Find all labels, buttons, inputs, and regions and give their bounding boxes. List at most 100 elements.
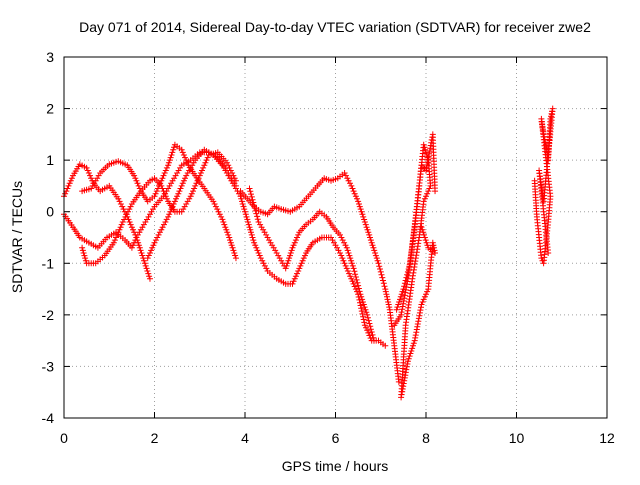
x-tick-label: 0 (60, 430, 68, 446)
data-point (211, 201, 218, 207)
data-point (180, 177, 187, 184)
data-point (430, 244, 437, 251)
data-point (380, 280, 387, 287)
data-point (249, 234, 256, 241)
data-point (158, 182, 165, 189)
data-point (68, 175, 75, 182)
chart-title: Day 071 of 2014, Sidereal Day-to-day VTE… (79, 19, 591, 35)
data-point (541, 133, 548, 140)
data-point (342, 172, 349, 179)
data-point (191, 185, 198, 192)
data-point (362, 221, 369, 228)
data-point (168, 152, 175, 158)
data-point (251, 202, 257, 209)
data-point (426, 185, 433, 192)
data-point (356, 288, 363, 295)
data-point (355, 198, 362, 205)
data-point (162, 219, 169, 225)
data-point (419, 299, 426, 305)
data-point (155, 231, 162, 238)
data-point (352, 193, 359, 200)
data-point (248, 231, 255, 238)
data-point (432, 188, 439, 195)
data-point (384, 296, 391, 303)
data-point (359, 310, 366, 317)
data-point (167, 208, 174, 215)
data-point (343, 265, 350, 272)
data-point (376, 263, 383, 270)
data-point (417, 307, 424, 314)
data-point (251, 205, 258, 212)
data-point (173, 195, 179, 202)
data-point (146, 273, 153, 280)
data-point (165, 162, 172, 169)
data-point (178, 146, 185, 153)
data-point (178, 182, 185, 189)
data-point (352, 274, 359, 280)
data-point (288, 247, 295, 254)
data-point (357, 206, 364, 213)
data-point (294, 234, 300, 241)
y-tick-label: 1 (46, 152, 54, 168)
data-point (340, 257, 347, 264)
data-point (357, 299, 363, 306)
data-point (147, 250, 153, 256)
data-point (202, 159, 209, 166)
data-point (292, 273, 299, 280)
data-point (357, 302, 364, 309)
data-point (159, 185, 166, 192)
data-point (188, 190, 195, 197)
data-point (144, 268, 151, 274)
data-point (360, 313, 367, 320)
data-point (177, 185, 184, 192)
data-point (350, 265, 357, 272)
data-point (339, 255, 346, 262)
data-point (358, 305, 365, 312)
x-tick-label: 4 (241, 430, 249, 446)
data-point (131, 229, 138, 236)
data-point (294, 270, 300, 277)
data-point (346, 270, 353, 277)
data-point (367, 323, 374, 330)
data-point (404, 358, 411, 365)
data-point (365, 229, 372, 236)
data-point (170, 201, 177, 207)
data-point (232, 255, 239, 262)
series-arc-2 (79, 141, 239, 262)
y-tick-label: -1 (42, 255, 55, 271)
data-point (62, 190, 69, 197)
data-point (350, 188, 357, 195)
data-point (395, 378, 402, 385)
data-point (396, 299, 403, 305)
data-point (363, 224, 370, 231)
series-arc-10 (531, 105, 556, 267)
data-point (377, 268, 384, 275)
data-point (79, 244, 86, 251)
data-point (225, 231, 232, 238)
data-point (369, 331, 376, 338)
data-point (345, 250, 352, 256)
data-point (406, 353, 413, 360)
data-point (260, 260, 267, 267)
data-point (398, 291, 405, 298)
data-point (162, 167, 169, 174)
series-arc-1 (61, 161, 153, 282)
data-point (393, 306, 400, 313)
data-point (152, 190, 159, 197)
data-point (171, 198, 178, 205)
data-point (367, 326, 374, 333)
data-point (82, 255, 89, 262)
data-point (284, 260, 291, 267)
data-point (422, 237, 429, 244)
data-point (347, 273, 354, 280)
data-point (372, 250, 379, 256)
data-point (412, 332, 419, 339)
x-tick-label: 12 (599, 430, 615, 446)
data-point (366, 320, 373, 327)
data-point (348, 257, 355, 264)
data-point (291, 239, 298, 246)
data-point (127, 221, 134, 228)
data-point (367, 237, 374, 244)
data-point (347, 180, 353, 187)
data-point (175, 190, 182, 197)
